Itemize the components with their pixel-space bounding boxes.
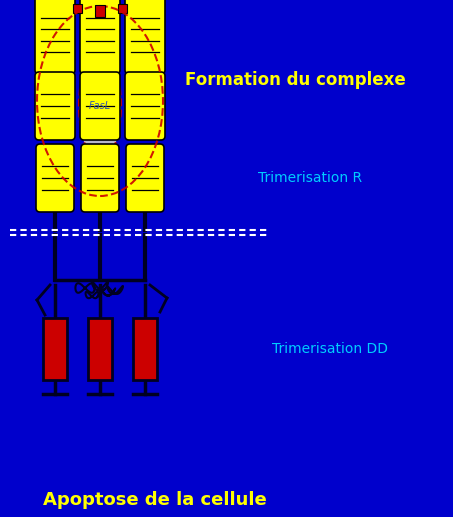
Bar [73, 4, 82, 12]
Text: Formation du complexe: Formation du complexe [185, 71, 405, 89]
Text: Trimerisation DD: Trimerisation DD [272, 342, 388, 356]
FancyBboxPatch shape [80, 0, 120, 74]
FancyBboxPatch shape [125, 0, 165, 74]
Bar [133, 318, 157, 380]
FancyBboxPatch shape [81, 144, 119, 212]
Ellipse shape [79, 51, 121, 161]
Bar [118, 4, 127, 12]
Bar [88, 318, 112, 380]
Text: FasL: FasL [89, 101, 111, 111]
Text: Apoptose de la cellule: Apoptose de la cellule [43, 491, 267, 509]
FancyBboxPatch shape [36, 144, 74, 212]
FancyBboxPatch shape [125, 72, 165, 140]
Text: Trimerisation R: Trimerisation R [258, 171, 362, 185]
FancyBboxPatch shape [35, 0, 75, 74]
Bar [95, 5, 105, 17]
Bar [43, 318, 67, 380]
FancyBboxPatch shape [35, 72, 75, 140]
FancyBboxPatch shape [80, 72, 120, 140]
FancyBboxPatch shape [126, 144, 164, 212]
